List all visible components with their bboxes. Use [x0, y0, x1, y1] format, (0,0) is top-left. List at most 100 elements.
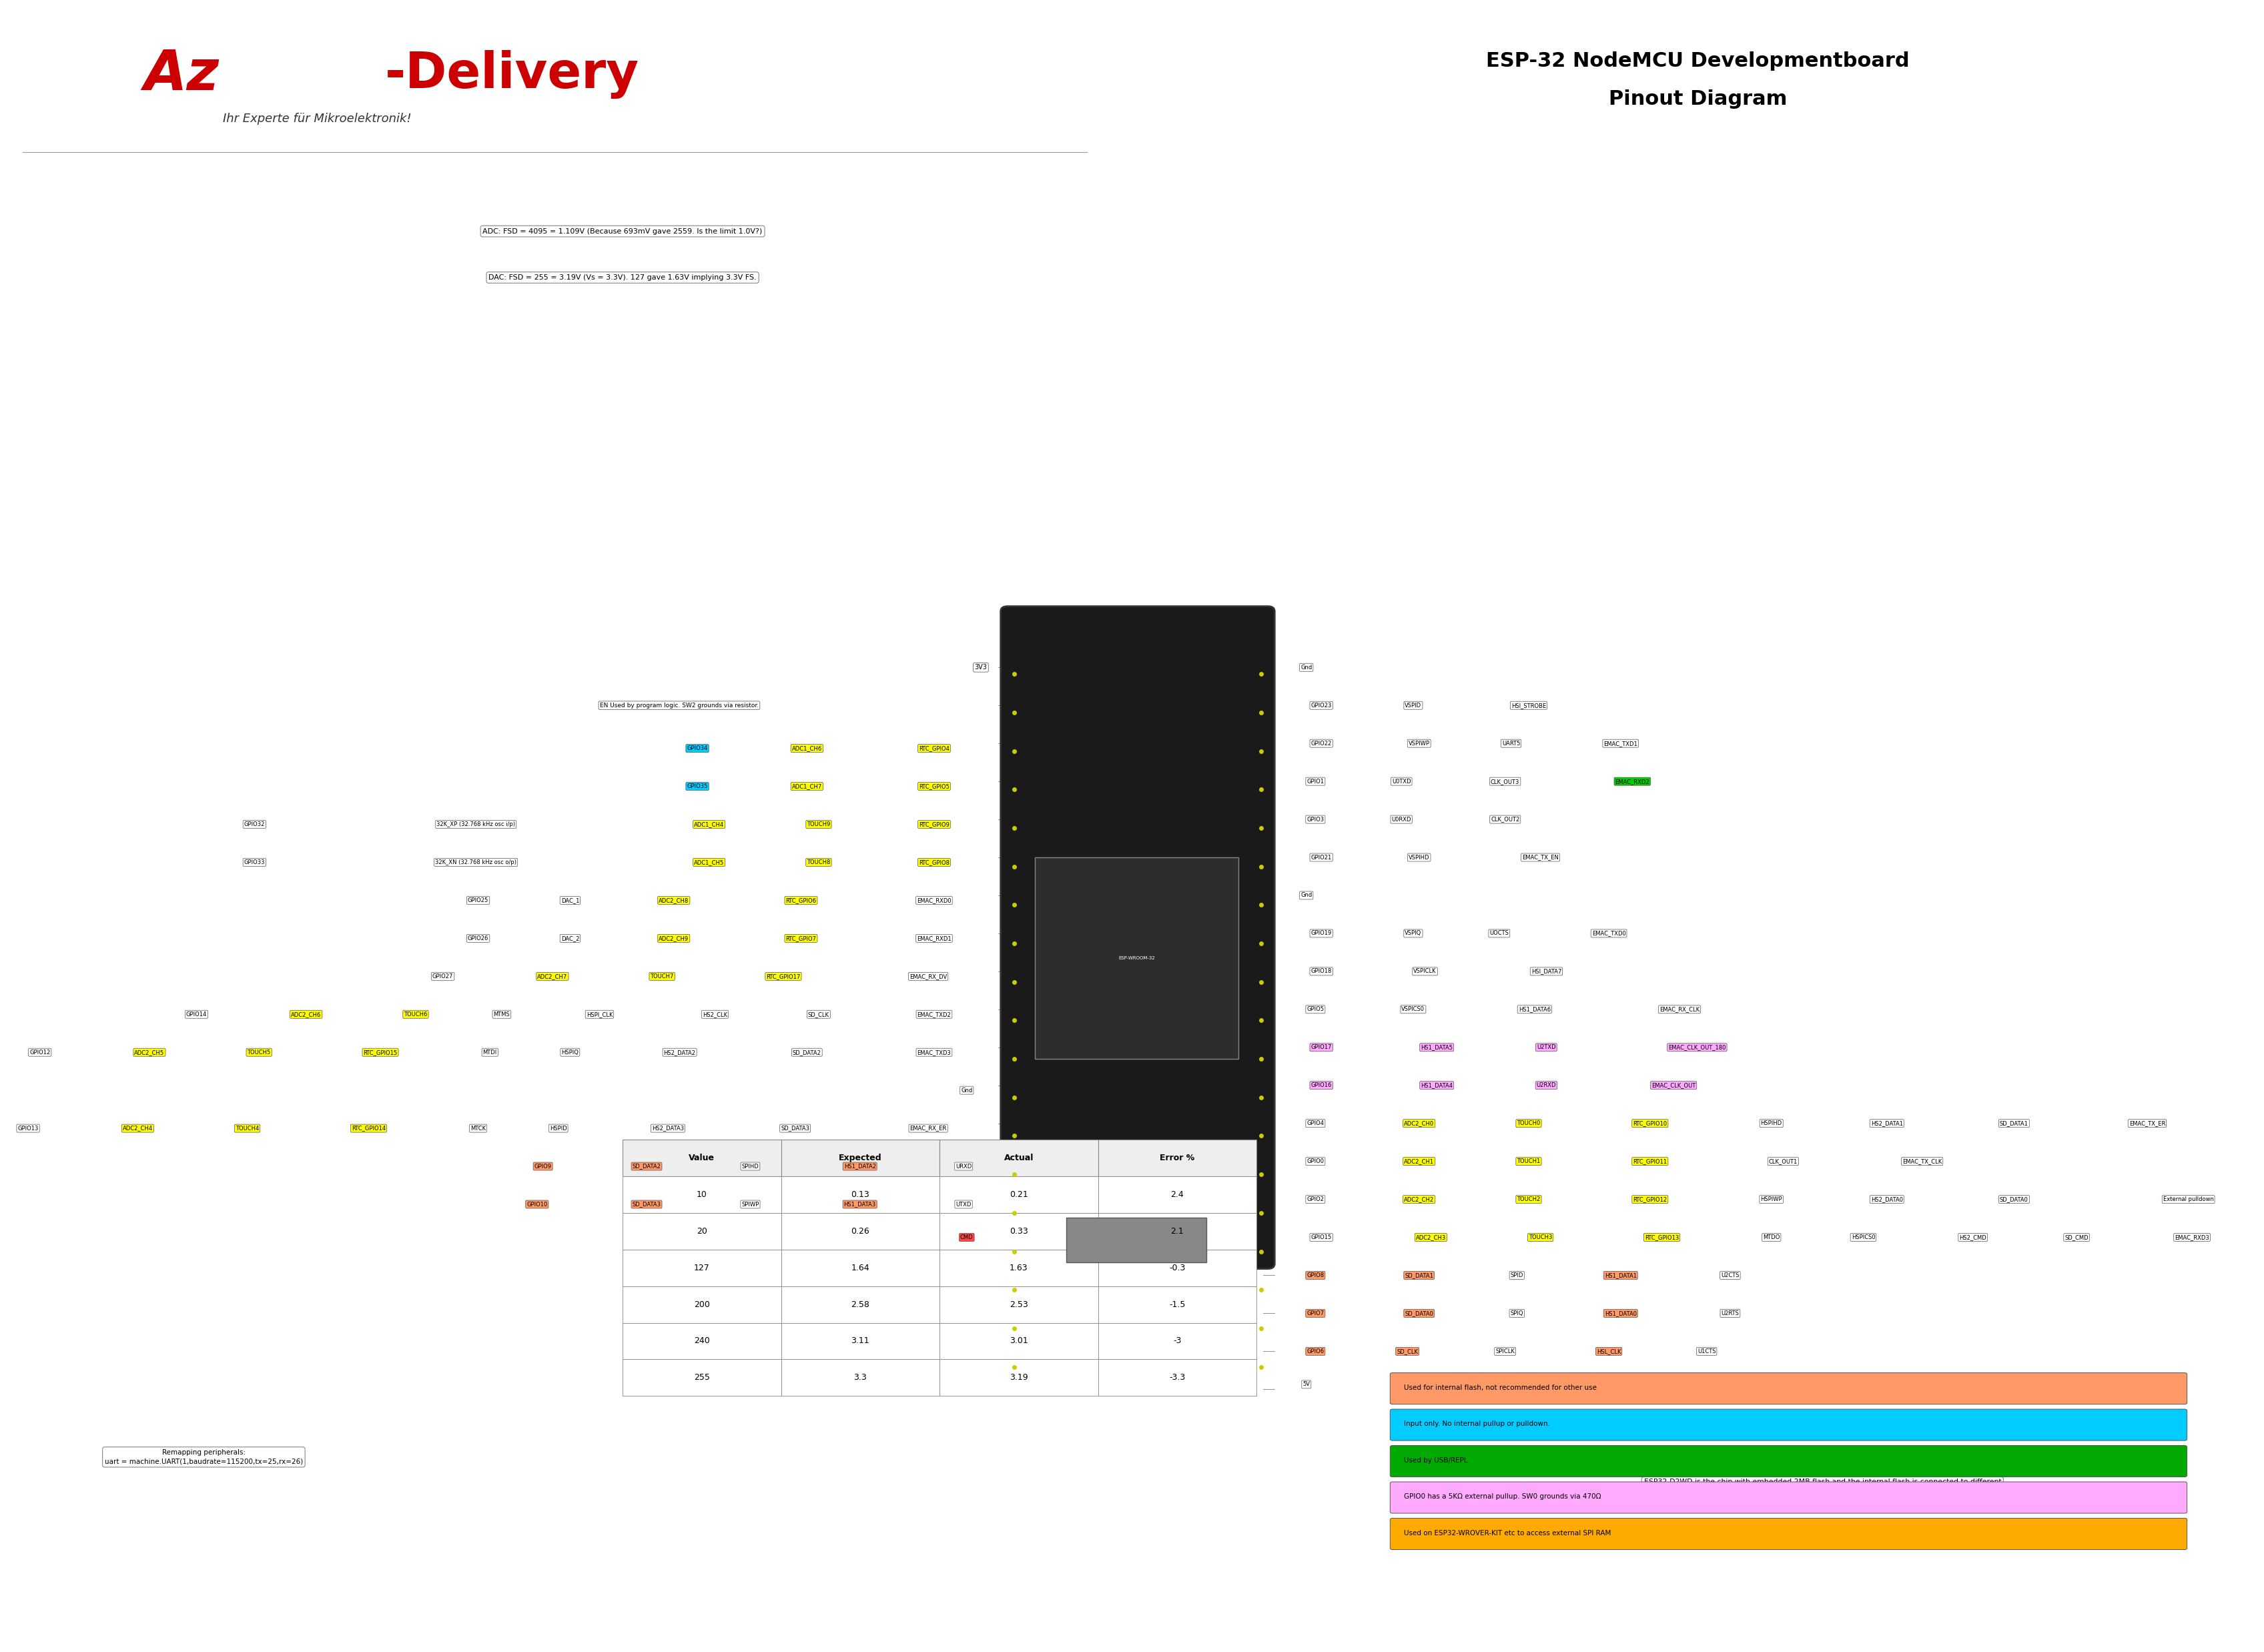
Text: RTC_GPIO5: RTC_GPIO5: [919, 783, 949, 790]
Text: EMAC_CLK_OUT_180: EMAC_CLK_OUT_180: [1669, 1044, 1725, 1051]
Text: HS2_CMD: HS2_CMD: [1958, 1234, 1986, 1241]
Text: HSPIQ: HSPIQ: [561, 1049, 580, 1056]
Text: MTCK: MTCK: [471, 1125, 487, 1132]
Text: 0.26: 0.26: [851, 1227, 869, 1236]
Text: RTC_GPIO6: RTC_GPIO6: [786, 897, 817, 904]
Text: VSPIWP: VSPIWP: [1408, 740, 1431, 747]
Text: TOUCH6: TOUCH6: [403, 1011, 428, 1018]
Text: MTMS: MTMS: [494, 1011, 509, 1018]
Text: HSI_DATA7: HSI_DATA7: [1530, 968, 1562, 975]
Text: TOUCH2: TOUCH2: [1517, 1196, 1540, 1203]
Text: GPIO0 has a 5KΩ external pullup. SW0 grounds via 470Ω: GPIO0 has a 5KΩ external pullup. SW0 gro…: [1404, 1493, 1601, 1500]
Text: VSPICLK: VSPICLK: [1413, 968, 1438, 975]
Text: GPIO17: GPIO17: [1311, 1044, 1331, 1051]
Text: EMAC_RX_ER: EMAC_RX_ER: [910, 1125, 946, 1132]
Text: GPIO7: GPIO7: [1306, 1310, 1324, 1317]
Text: -1.5: -1.5: [1168, 1300, 1186, 1308]
Text: Pinout Diagram: Pinout Diagram: [1610, 89, 1786, 109]
Text: HSPI_CLK: HSPI_CLK: [586, 1011, 614, 1018]
Text: SD_CLK: SD_CLK: [808, 1011, 829, 1018]
Text: EMAC_RXD3: EMAC_RXD3: [2176, 1234, 2210, 1241]
Text: GPIO26: GPIO26: [469, 935, 489, 942]
Text: U0TXD: U0TXD: [1392, 778, 1410, 785]
FancyBboxPatch shape: [1098, 1213, 1257, 1249]
Text: EMAC_TXD0: EMAC_TXD0: [1592, 930, 1626, 937]
Text: HSI_STROBE: HSI_STROBE: [1512, 702, 1546, 709]
Text: GPIO9: GPIO9: [534, 1163, 552, 1170]
Text: DAC: FSD = 255 = 3.19V (Vs = 3.3V). 127 gave 1.63V implying 3.3V FS.: DAC: FSD = 255 = 3.19V (Vs = 3.3V). 127 …: [489, 274, 756, 281]
Text: HS2_DATA0: HS2_DATA0: [1870, 1196, 1902, 1203]
Text: GPIO12: GPIO12: [29, 1049, 50, 1056]
Text: DAC_1: DAC_1: [561, 897, 580, 904]
Text: Ihr Experte für Mikroelektronik!: Ihr Experte für Mikroelektronik!: [222, 112, 412, 126]
Text: SD_CMD: SD_CMD: [2065, 1234, 2087, 1241]
Text: EMAC_CLK_OUT: EMAC_CLK_OUT: [1650, 1082, 1696, 1089]
Text: ADC2_CH2: ADC2_CH2: [1404, 1196, 1433, 1203]
Text: ADC1_CH7: ADC1_CH7: [792, 783, 822, 790]
Text: TOUCH5: TOUCH5: [247, 1049, 272, 1056]
Text: Used by USB/REPL: Used by USB/REPL: [1404, 1457, 1467, 1464]
Text: U1CTS: U1CTS: [1698, 1348, 1716, 1355]
FancyBboxPatch shape: [1098, 1249, 1257, 1287]
Text: ADC1_CH6: ADC1_CH6: [792, 745, 822, 752]
Text: ADC2_CH0: ADC2_CH0: [1404, 1120, 1433, 1127]
Text: RTC_GPIO4: RTC_GPIO4: [919, 745, 949, 752]
Text: ADC: FSD = 4095 = 1.109V (Because 693mV gave 2559. Is the limit 1.0V?): ADC: FSD = 4095 = 1.109V (Because 693mV …: [482, 228, 763, 235]
Text: Value: Value: [688, 1153, 715, 1163]
Text: EMAC_TXD2: EMAC_TXD2: [917, 1011, 951, 1018]
Text: Actual: Actual: [1003, 1153, 1035, 1163]
Text: SD_DATA3: SD_DATA3: [781, 1125, 811, 1132]
Text: RTC_GPIO9: RTC_GPIO9: [919, 821, 949, 828]
FancyBboxPatch shape: [623, 1249, 781, 1287]
Text: Error %: Error %: [1159, 1153, 1195, 1163]
Text: RTC_GPIO15: RTC_GPIO15: [362, 1049, 398, 1056]
Text: GPIO15: GPIO15: [1311, 1234, 1331, 1241]
Text: GPIO25: GPIO25: [469, 897, 489, 904]
Text: RTC_GPIO14: RTC_GPIO14: [351, 1125, 385, 1132]
FancyBboxPatch shape: [940, 1287, 1098, 1323]
FancyBboxPatch shape: [940, 1323, 1098, 1360]
Text: 3.11: 3.11: [851, 1336, 869, 1345]
Text: GPIO34: GPIO34: [686, 745, 709, 752]
Text: SD_DATA3: SD_DATA3: [632, 1201, 661, 1208]
Text: UTXD: UTXD: [955, 1201, 971, 1208]
FancyBboxPatch shape: [623, 1360, 781, 1396]
Text: Gnd: Gnd: [960, 1087, 974, 1094]
Text: 5V: 5V: [1302, 1381, 1311, 1388]
Text: ESP-WROOM-32: ESP-WROOM-32: [1118, 957, 1155, 960]
Text: 0.21: 0.21: [1010, 1191, 1028, 1199]
Text: EN Used by program logic. SW2 grounds via resistor.: EN Used by program logic. SW2 grounds vi…: [600, 702, 758, 709]
Text: RTC_GPIO7: RTC_GPIO7: [786, 935, 817, 942]
Text: GPIO35: GPIO35: [686, 783, 709, 790]
Text: GPIO8: GPIO8: [1306, 1272, 1324, 1279]
Text: GPIO1: GPIO1: [1306, 778, 1324, 785]
FancyBboxPatch shape: [781, 1213, 940, 1249]
Text: 127: 127: [695, 1264, 709, 1272]
Text: U2RXD: U2RXD: [1537, 1082, 1555, 1089]
Text: HS1_DATA3: HS1_DATA3: [844, 1201, 876, 1208]
Text: SPIHD: SPIHD: [743, 1163, 758, 1170]
Text: -0.3: -0.3: [1168, 1264, 1186, 1272]
Text: GPIO33: GPIO33: [245, 859, 265, 866]
FancyBboxPatch shape: [623, 1140, 781, 1176]
Text: ADC2_CH8: ADC2_CH8: [659, 897, 688, 904]
FancyBboxPatch shape: [623, 1176, 781, 1213]
Text: GPIO27: GPIO27: [432, 973, 453, 980]
Text: -3: -3: [1173, 1336, 1182, 1345]
FancyBboxPatch shape: [623, 1287, 781, 1323]
Text: ADC2_CH9: ADC2_CH9: [659, 935, 688, 942]
FancyBboxPatch shape: [781, 1323, 940, 1360]
Text: HS2_DATA1: HS2_DATA1: [1870, 1120, 1902, 1127]
FancyBboxPatch shape: [940, 1249, 1098, 1287]
Text: GPIO14: GPIO14: [186, 1011, 206, 1018]
Text: Az: Az: [143, 48, 220, 101]
Text: ADC1_CH4: ADC1_CH4: [695, 821, 724, 828]
Text: TOUCH4: TOUCH4: [235, 1125, 258, 1132]
Text: 2.1: 2.1: [1170, 1227, 1184, 1236]
Text: Gnd: Gnd: [1300, 892, 1313, 899]
Text: EMAC_TXD3: EMAC_TXD3: [917, 1049, 951, 1056]
Text: 2.4: 2.4: [1170, 1191, 1184, 1199]
Text: 10: 10: [697, 1191, 706, 1199]
FancyBboxPatch shape: [1098, 1176, 1257, 1213]
Text: U2CTS: U2CTS: [1721, 1272, 1739, 1279]
